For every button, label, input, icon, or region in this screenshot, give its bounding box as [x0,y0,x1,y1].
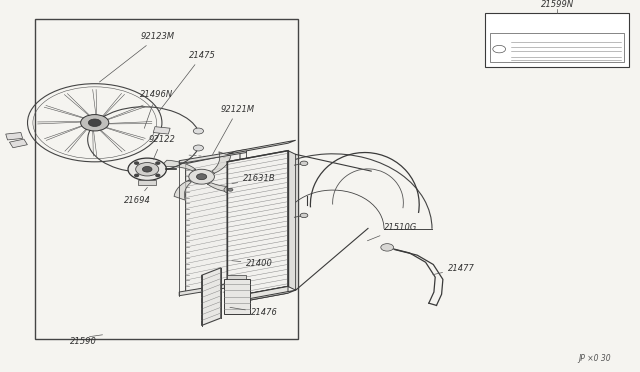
Text: 21475: 21475 [159,51,216,111]
Circle shape [134,174,138,177]
Circle shape [228,188,233,191]
Polygon shape [227,290,296,304]
Circle shape [300,213,308,218]
Bar [485,13,629,67]
Circle shape [143,166,152,172]
Polygon shape [186,153,240,292]
Circle shape [134,162,138,164]
Text: 92122: 92122 [148,135,175,159]
Polygon shape [227,286,288,304]
Bar [227,275,246,279]
Circle shape [381,244,394,251]
Text: 21476: 21476 [230,307,278,317]
Circle shape [224,186,237,193]
Polygon shape [179,150,246,164]
Polygon shape [174,180,191,200]
Text: 92121M: 92121M [212,105,255,154]
Circle shape [196,174,207,180]
Text: 21590: 21590 [70,337,97,346]
Text: 21477: 21477 [433,264,475,275]
Bar [138,180,156,185]
Text: 21510G: 21510G [367,223,417,241]
Polygon shape [160,160,196,171]
Bar [35,19,298,339]
Circle shape [81,115,109,131]
Polygon shape [227,151,288,298]
Polygon shape [179,281,246,296]
Circle shape [88,119,101,126]
Polygon shape [212,152,231,173]
Circle shape [193,128,204,134]
Text: 21694: 21694 [124,187,150,205]
Polygon shape [224,279,250,314]
Text: 21400: 21400 [232,259,273,268]
Text: 21631B: 21631B [232,174,276,184]
Text: 21599N: 21599N [541,0,573,9]
Circle shape [156,174,160,177]
Polygon shape [227,140,296,154]
Circle shape [300,161,308,166]
Polygon shape [288,151,296,290]
Circle shape [189,169,214,184]
Circle shape [193,145,204,151]
Bar [10,139,28,148]
Circle shape [128,158,166,180]
Circle shape [156,162,160,164]
Text: 92123M: 92123M [99,32,175,82]
Text: 21496N: 21496N [140,90,173,128]
Polygon shape [202,268,221,326]
Bar [6,132,22,140]
Circle shape [136,163,159,176]
Bar [490,33,624,62]
Text: JP ×0 30: JP ×0 30 [579,354,611,363]
Polygon shape [207,183,242,193]
Bar [153,126,170,134]
